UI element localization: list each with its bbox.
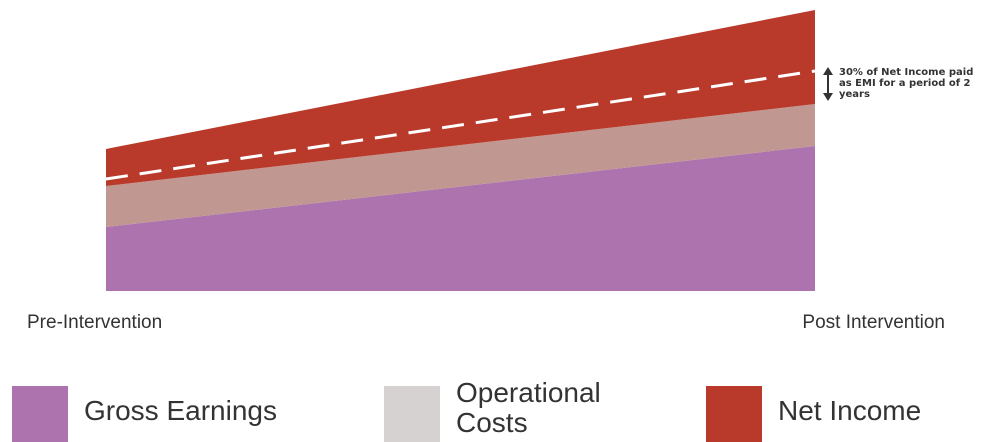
legend-item-operational-costs: Operational Costs xyxy=(384,378,644,442)
legend-swatch-net-income xyxy=(706,386,762,442)
legend-label-operational-costs: Operational Costs xyxy=(456,377,601,438)
legend-item-net-income: Net Income xyxy=(706,384,976,442)
arrow-up-icon xyxy=(823,67,833,75)
legend-label-gross-earnings: Gross Earnings xyxy=(84,395,277,426)
area-gross-earnings xyxy=(106,146,815,291)
legend-label-net-income: Net Income xyxy=(778,395,922,426)
emi-annotation: 30% of Net Income paid as EMI for a peri… xyxy=(839,67,974,100)
legend-swatch-gross-earnings xyxy=(12,386,68,442)
legend-item-gross-earnings: Gross Earnings xyxy=(12,384,332,442)
area-operational-costs xyxy=(106,104,815,227)
area-chart xyxy=(105,10,833,291)
emi-threshold-line xyxy=(105,69,816,181)
x-tick-label-post: Post Intervention xyxy=(802,312,945,333)
annotation-arrows xyxy=(823,67,833,101)
arrow-down-icon xyxy=(823,93,833,101)
stacked-areas xyxy=(106,10,815,291)
x-tick-label-pre: Pre-Intervention xyxy=(27,312,163,333)
area-net-income xyxy=(106,10,815,186)
legend-swatch-operational-costs xyxy=(384,386,440,442)
